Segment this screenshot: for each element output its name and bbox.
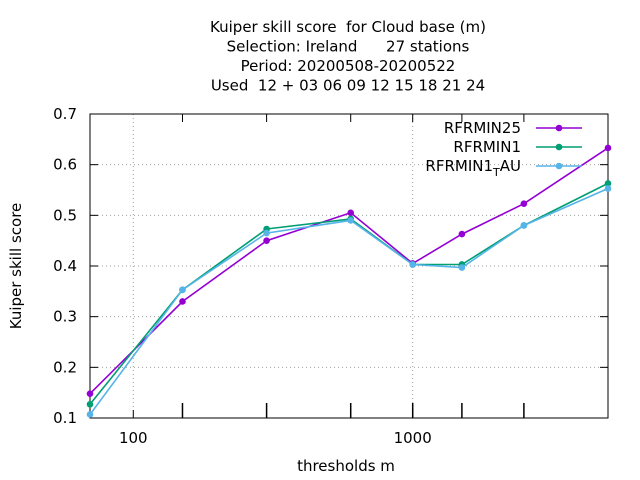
data-point — [458, 264, 466, 271]
data-point — [604, 144, 612, 152]
data-point — [179, 298, 186, 305]
chart-title-line: Kuiper skill score for Cloud base (m) — [210, 18, 486, 36]
data-point — [409, 261, 416, 268]
chart-title: Kuiper skill score for Cloud base (m) Sel… — [210, 18, 486, 95]
data-point — [347, 217, 355, 224]
data-point — [604, 185, 612, 192]
y-axis-label: Kuiper skill score — [7, 203, 25, 330]
chart-title-line: Selection: Ireland 27 stations — [227, 38, 470, 56]
y-tick-label: 0.6 — [53, 156, 77, 174]
chart-title-line: Used 12 + 03 06 09 12 15 18 21 24 — [211, 77, 485, 95]
series-line — [89, 187, 609, 415]
data-point — [263, 237, 270, 244]
data-point — [86, 411, 94, 418]
axes: 0.1 0.2 0.3 0.4 0.5 0.6 0.7 100 1000 — [53, 105, 608, 447]
chart-title-line: Period: 20200508-20200522 — [241, 57, 456, 75]
y-tick-label: 0.2 — [53, 358, 77, 376]
y-tick-label: 0.3 — [53, 308, 77, 326]
y-tick-label: 0.7 — [53, 105, 77, 123]
data-point — [458, 230, 466, 238]
series-line — [89, 147, 609, 395]
y-tick-label: 0.1 — [53, 409, 77, 427]
legend-label: RFRMIN25 — [444, 119, 521, 137]
x-axis-label: thresholds m — [297, 457, 395, 475]
data-point — [347, 209, 355, 217]
x-tick-label: 100 — [119, 429, 148, 447]
data-point — [263, 229, 270, 237]
legend-label: RFRMIN1TAU — [425, 157, 521, 179]
y-tick-label: 0.4 — [53, 257, 77, 275]
x-tick-label: 1000 — [394, 429, 432, 447]
data-point — [520, 200, 528, 207]
data-point — [604, 180, 612, 187]
legend-swatch-marker — [555, 124, 563, 132]
legend-swatch-marker — [555, 162, 563, 170]
data-point — [86, 401, 94, 408]
data-point — [520, 222, 528, 229]
legend-label: RFRMIN1 — [453, 138, 521, 156]
y-tick-label: 0.5 — [53, 206, 77, 224]
series — [86, 144, 612, 418]
data-point — [179, 286, 186, 294]
legend-swatch-marker — [555, 143, 563, 151]
grid — [90, 114, 608, 418]
data-point — [86, 390, 94, 397]
